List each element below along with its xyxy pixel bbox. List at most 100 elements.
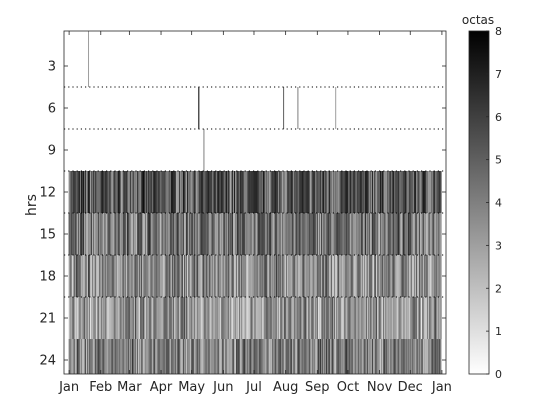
heatmap-cell-day202-band7 — [273, 339, 276, 374]
heatmap-cell-day293-band6 — [366, 297, 369, 339]
heatmap-cell-day192-band3 — [263, 171, 265, 213]
heatmap-cell-day303-band3 — [377, 171, 379, 213]
heatmap-cell-day87-band6 — [156, 297, 158, 339]
heatmap-cell-day74-band7 — [143, 339, 145, 374]
heatmap-cell-day158-band5 — [228, 255, 231, 297]
heatmap-cell-day203-band4 — [274, 213, 277, 255]
heatmap-cell-day158-band4 — [228, 213, 231, 255]
heatmap-cell-day38-band7 — [106, 339, 108, 374]
heatmap-cell-day65-band3 — [133, 171, 136, 213]
heatmap-cell-day121-band6 — [191, 297, 193, 339]
heatmap-cell-day340-band5 — [414, 255, 417, 297]
heatmap-cell-day104-band5 — [173, 255, 176, 297]
heatmap-cell-day31-band6 — [99, 297, 101, 339]
heatmap-cell-day158-band7 — [228, 339, 231, 374]
heatmap-cell-day77-band5 — [146, 255, 148, 297]
heatmap-cell-day34-band6 — [102, 297, 104, 339]
heatmap-cell-day182-band6 — [253, 297, 255, 339]
heatmap-cell-day111-band5 — [180, 255, 183, 297]
heatmap-cell-day47-band7 — [115, 339, 117, 374]
heatmap-cell-day251-band3 — [323, 171, 326, 213]
heatmap-cell-day241-band7 — [313, 339, 315, 374]
heatmap-cell-day46-band3 — [114, 171, 116, 213]
heatmap-cell-day336-band6 — [410, 297, 413, 339]
heatmap-cell-day129-band7 — [199, 339, 201, 374]
heatmap-cell-day156-band3 — [226, 171, 229, 213]
heatmap-cell-day204-band6 — [275, 297, 278, 339]
heatmap-cell-day87-band7 — [156, 339, 158, 374]
heatmap-cell-day239-band3 — [311, 171, 313, 213]
heatmap-cell-day238-band3 — [310, 171, 312, 213]
heatmap-cell-day130-band7 — [200, 339, 202, 374]
heatmap-cell-day137-band3 — [207, 171, 209, 213]
heatmap-cell-day144-band5 — [214, 255, 216, 297]
heatmap-cell-day192-band5 — [263, 255, 265, 297]
heatmap-cell-day16-band4 — [83, 213, 86, 255]
heatmap-cell-day334-band7 — [408, 339, 410, 374]
heatmap-cell-day185-band3 — [256, 171, 258, 213]
heatmap-cell-day115-band6 — [185, 297, 187, 339]
heatmap-cell-day133-band5 — [203, 255, 205, 297]
heatmap-cell-day297-band4 — [370, 213, 373, 255]
heatmap-cell-day223-band3 — [295, 171, 297, 213]
heatmap-cell-day56-band5 — [124, 255, 127, 297]
heatmap-cell-day260-band6 — [333, 297, 335, 339]
heatmap-cell-day180-band3 — [251, 171, 253, 213]
heatmap-cell-day160-band7 — [231, 339, 233, 374]
heatmap-cell-day255-band6 — [328, 297, 330, 339]
heatmap-cell-day69-band7 — [138, 339, 140, 374]
heatmap-cell-day281-band6 — [354, 297, 356, 339]
heatmap-cell-day147-band4 — [217, 213, 219, 255]
heatmap-cell-day207-band7 — [279, 339, 281, 374]
heatmap-cell-day68-band3 — [137, 171, 139, 213]
heatmap-cell-day123-band4 — [193, 213, 195, 255]
heatmap-cell-day313-band5 — [387, 255, 389, 297]
heatmap-cell-day24-band5 — [92, 255, 94, 297]
heatmap-cell-day344-band5 — [418, 255, 421, 297]
heatmap-cell-day262-band6 — [335, 297, 337, 339]
heatmap-cell-day1-band3 — [68, 171, 70, 213]
heatmap-cell-day344-band4 — [418, 213, 421, 255]
heatmap-cell-day72-band6 — [141, 297, 143, 339]
heatmap-cell-day285-band6 — [358, 297, 360, 339]
heatmap-cell-day4-band7 — [71, 339, 73, 374]
heatmap-cell-day81-band6 — [150, 297, 152, 339]
heatmap-cell-day198-band5 — [269, 255, 272, 297]
heatmap-cell-day149-band7 — [219, 339, 222, 374]
heatmap-cell-day261-band4 — [334, 213, 336, 255]
heatmap-cells — [68, 31, 442, 374]
heatmap-cell-day241-band5 — [313, 255, 315, 297]
heatmap-cell-day61-band4 — [129, 213, 132, 255]
heatmap-cell-day328-band5 — [402, 255, 404, 297]
heatmap-cell-day44-band6 — [112, 297, 114, 339]
heatmap-cell-day319-band4 — [393, 213, 395, 255]
heatmap-cell-day189-band4 — [260, 213, 262, 255]
heatmap-cell-day228-band7 — [300, 339, 302, 374]
heatmap-cell-day142-band6 — [212, 297, 214, 339]
heatmap-cell-day228-band5 — [300, 255, 302, 297]
heatmap-cell-day101-band5 — [170, 255, 173, 297]
heatmap-cell-day16-band7 — [83, 339, 86, 374]
heatmap-cell-day4-band4 — [71, 213, 73, 255]
heatmap-cell-day264-band6 — [337, 297, 339, 339]
heatmap-cell-day153-band7 — [223, 339, 226, 374]
heatmap-cell-day171-band4 — [242, 213, 244, 255]
heatmap-cell-day300-band7 — [373, 339, 376, 374]
heatmap-cell-day166-band6 — [237, 297, 239, 339]
heatmap-cell-day231-band6 — [303, 297, 305, 339]
heatmap-cell-day248-band6 — [320, 297, 323, 339]
heatmap-cell-day174-band7 — [245, 339, 247, 374]
heatmap-cell-day31-band5 — [99, 255, 101, 297]
heatmap-cell-day149-band6 — [219, 297, 222, 339]
heatmap-cell-day267-band6 — [340, 297, 342, 339]
heatmap-cell-day97-band7 — [166, 339, 168, 374]
heatmap-cell-day105-band5 — [174, 255, 177, 297]
heatmap-cell-day70-band5 — [139, 255, 141, 297]
heatmap-cell-day122-band3 — [192, 171, 194, 213]
heatmap-cell-day207-band3 — [279, 171, 281, 213]
heatmap-cell-day49-band3 — [117, 171, 119, 213]
heatmap-cell-day276-band7 — [349, 339, 351, 374]
heatmap-cell-day11-band6 — [78, 297, 81, 339]
heatmap-cell-day40-band6 — [108, 297, 110, 339]
heatmap-cell-day172-band5 — [243, 255, 245, 297]
